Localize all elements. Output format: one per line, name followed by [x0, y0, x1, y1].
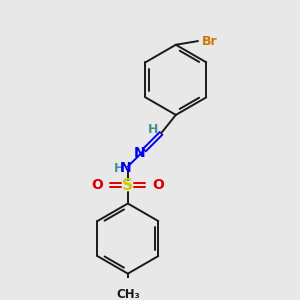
- Text: N: N: [134, 146, 146, 160]
- Text: O: O: [152, 178, 164, 192]
- Text: O: O: [92, 178, 103, 192]
- Text: N: N: [120, 161, 132, 176]
- Text: S: S: [122, 178, 134, 193]
- Text: Br: Br: [202, 34, 217, 48]
- Text: H: H: [148, 123, 158, 136]
- Text: H: H: [113, 162, 124, 175]
- Text: CH₃: CH₃: [116, 288, 140, 300]
